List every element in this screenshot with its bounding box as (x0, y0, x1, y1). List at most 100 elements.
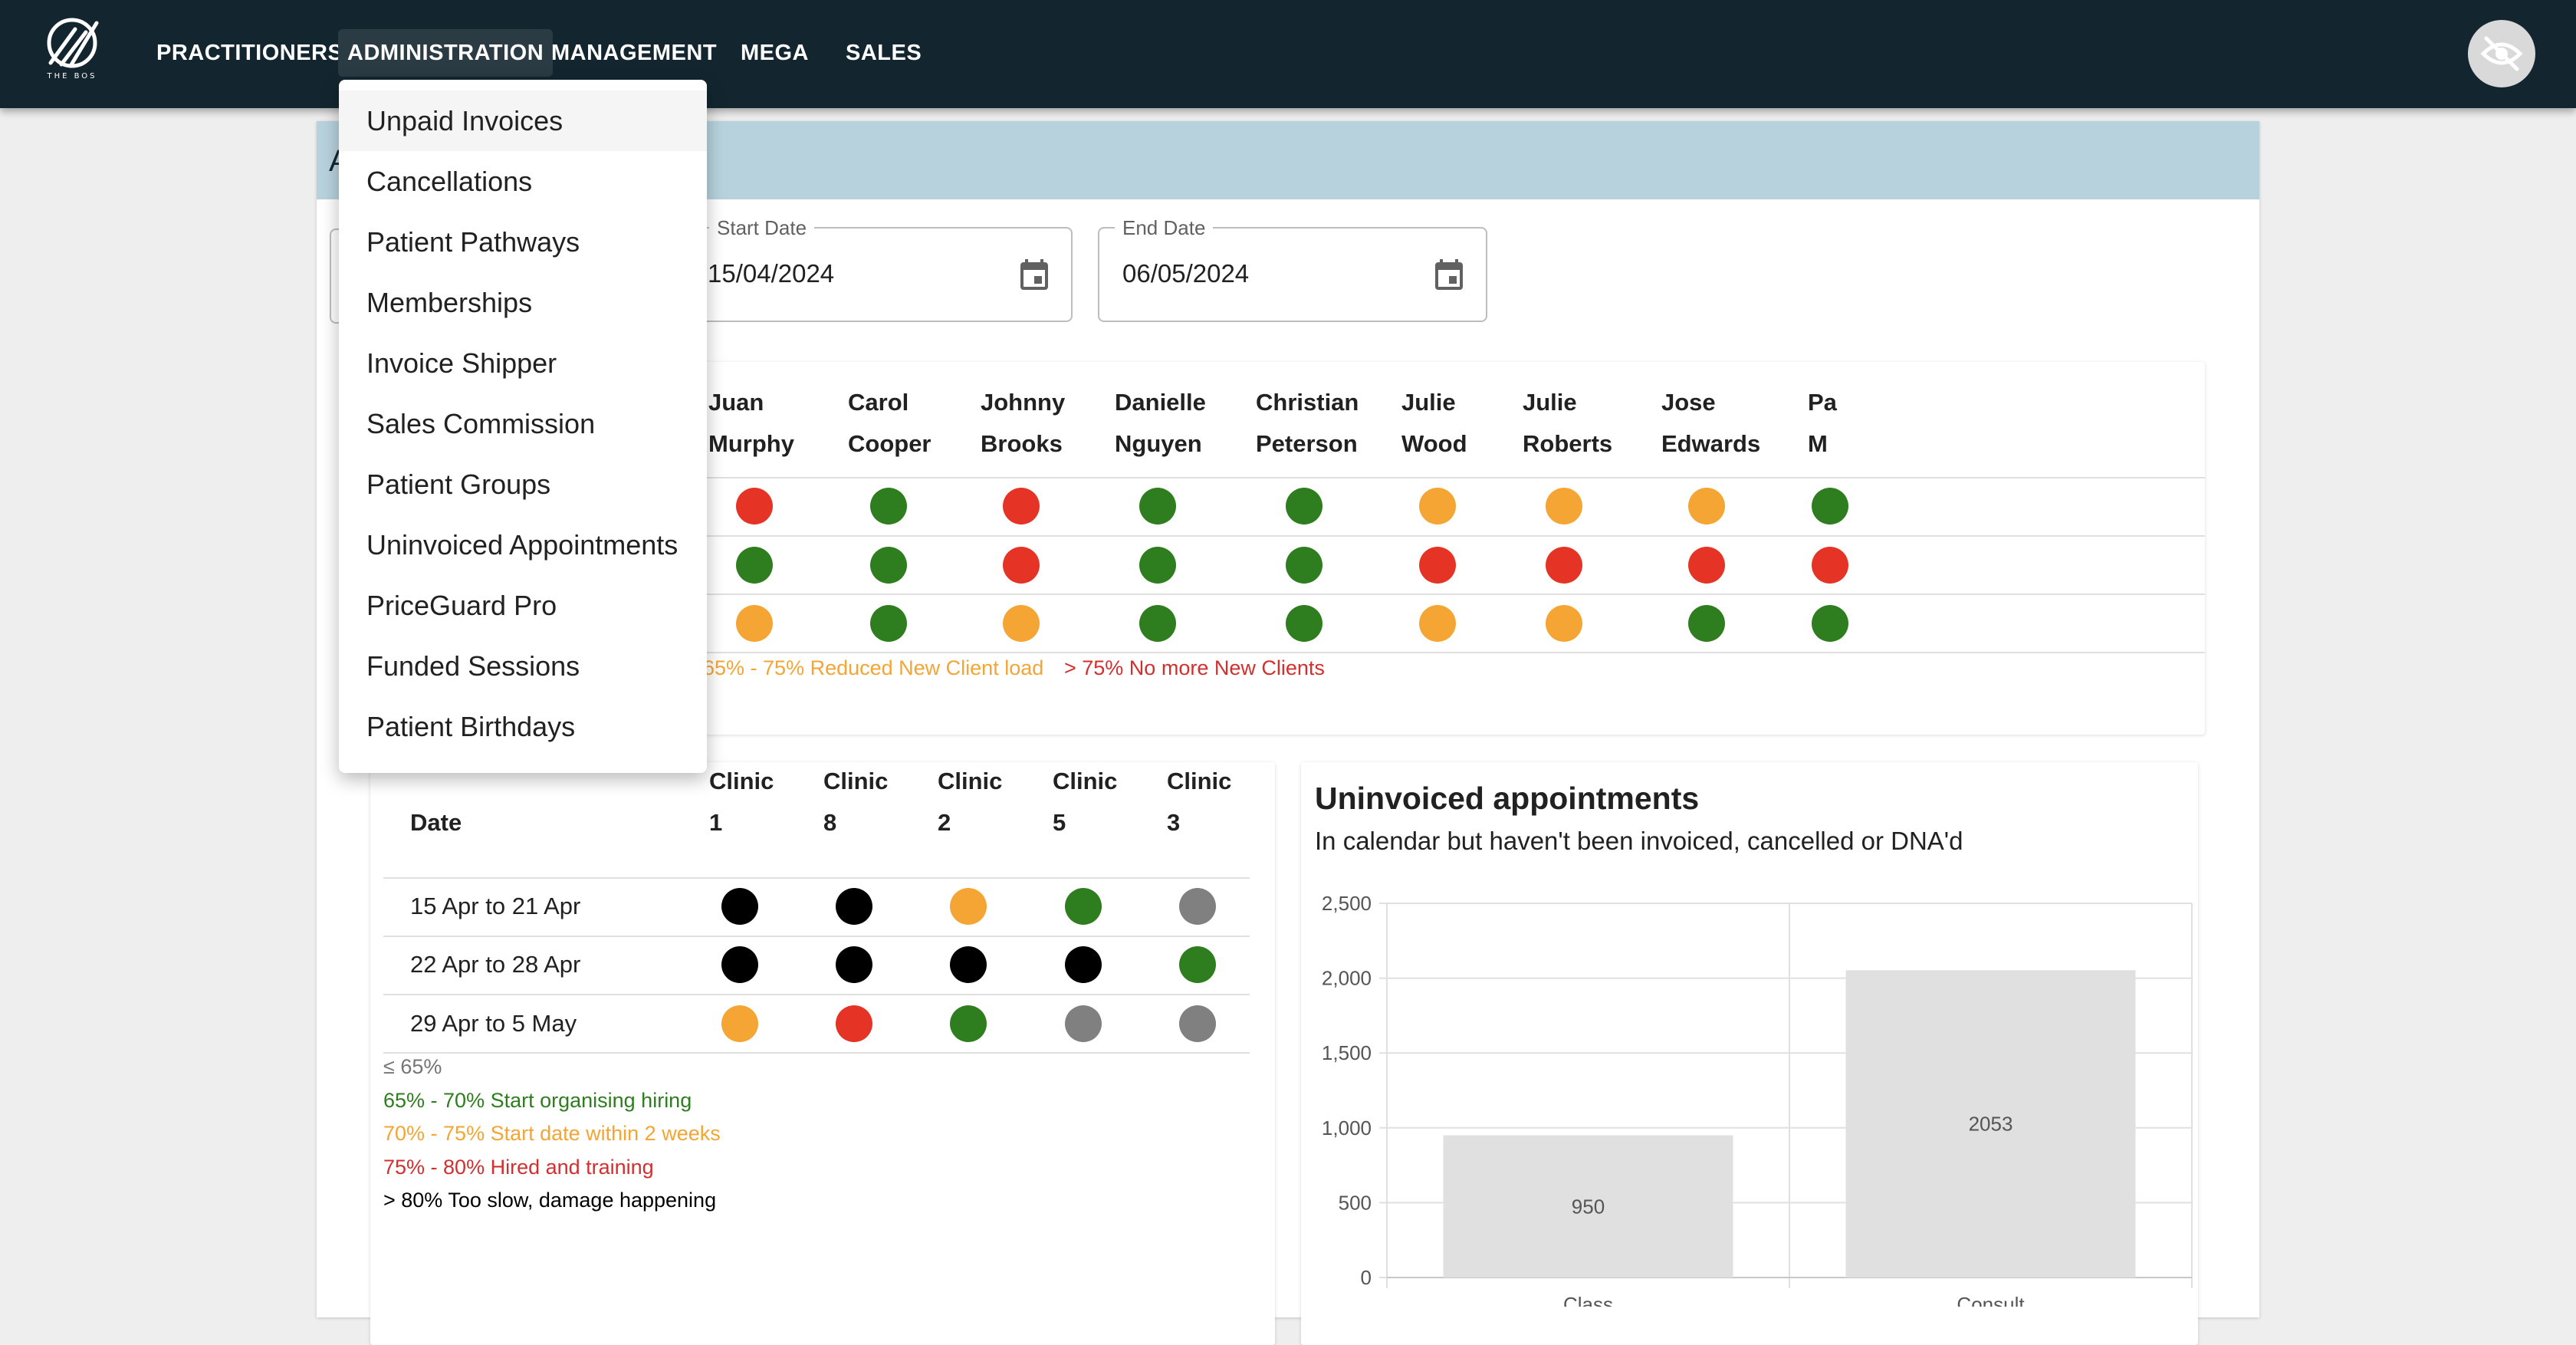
menu-item-unpaid-invoices[interactable]: Unpaid Invoices (339, 90, 707, 151)
clinic-legend-item: 70% - 75% Start date within 2 weeks (383, 1122, 721, 1145)
menu-item-patient-pathways[interactable]: Patient Pathways (366, 226, 580, 258)
row-divider (383, 994, 1250, 995)
bar (1443, 1135, 1733, 1278)
start-date-field[interactable]: Start Date 15/04/2024 (692, 216, 1073, 322)
bar-data-label: 950 (1572, 1195, 1605, 1218)
nav-sales[interactable]: SALES (846, 41, 922, 65)
status-dot (1286, 547, 1322, 584)
week-date-range: 22 Apr to 28 Apr (410, 951, 581, 978)
administration-dropdown-menu: Unpaid Invoices Cancellations Patient Path… (339, 80, 707, 773)
clinic-label: Clinic (823, 768, 889, 794)
clinic-status-dot (836, 888, 872, 925)
clinic-status-dot (1179, 888, 1216, 925)
y-tick-label: 500 (1339, 1191, 1372, 1214)
clinic-number: 2 (938, 809, 951, 836)
clinic-label: Clinic (938, 768, 1003, 794)
menu-item-patient-birthdays[interactable]: Patient Birthdays (366, 711, 576, 742)
clinic-status-dot (950, 1005, 987, 1042)
status-dot (870, 547, 907, 584)
practitioner-first-name: Christian (1256, 389, 1359, 416)
practitioner-last-name: Edwards (1661, 430, 1761, 457)
bar (1845, 970, 2136, 1278)
status-dot (1003, 488, 1040, 525)
status-dot (1139, 547, 1176, 584)
chart-title: Uninvoiced appointments (1315, 781, 1700, 816)
clinic-status-dot (836, 946, 872, 983)
end-date-field[interactable]: End Date 06/05/2024 (1098, 216, 1487, 322)
row-divider (672, 535, 2205, 537)
clinic-number: 5 (1053, 809, 1066, 836)
uninvoiced-appointments-panel: Uninvoiced appointments In calendar but … (1301, 762, 2198, 1345)
practitioner-column-header: Jose Edwards (1661, 382, 1760, 465)
toggle-visibility-button[interactable] (2468, 20, 2535, 87)
status-dot (1812, 488, 1848, 525)
clinic-legend-item: 65% - 70% Start organising hiring (383, 1088, 692, 1112)
nav-practitioners[interactable]: PRACTITIONERS (156, 41, 343, 65)
status-dot (1139, 605, 1176, 642)
nav-mega[interactable]: MEGA (741, 41, 809, 65)
practitioner-column-header: Christian Peterson (1256, 382, 1359, 465)
calendar-icon[interactable] (1431, 255, 1467, 294)
status-dot (1546, 547, 1582, 584)
legend-red: > 75% No more New Clients (1064, 656, 1325, 679)
x-tick-label: Consult (1957, 1293, 2025, 1307)
clinic-number: 1 (709, 809, 723, 836)
menu-item-sales-commission[interactable]: Sales Commission (366, 408, 596, 439)
status-dot (1688, 605, 1725, 642)
clinic-column-header: Clinic 3 (1167, 761, 1231, 844)
menu-item-cancellations[interactable]: Cancellations (366, 166, 533, 197)
status-dot (1139, 488, 1176, 525)
end-date-label: End Date (1115, 216, 1214, 240)
practitioner-last-name: Wood (1401, 430, 1467, 457)
status-dot (1812, 605, 1848, 642)
clinic-legend-item: 75% - 80% Hired and training (383, 1155, 654, 1179)
clinic-column-header: Clinic 8 (823, 761, 888, 844)
menu-item-memberships[interactable]: Memberships (366, 287, 533, 318)
y-tick-label: 2,500 (1322, 892, 1372, 915)
legend-orange: 65% - 75% Reduced New Client load (703, 656, 1044, 679)
clinic-status-dot (1179, 946, 1216, 983)
clinic-status-dot (950, 888, 987, 925)
status-dot (870, 605, 907, 642)
practitioner-column-header: Julie Roberts (1523, 382, 1612, 465)
menu-item-funded-sessions[interactable]: Funded Sessions (366, 650, 580, 682)
menu-item-patient-groups[interactable]: Patient Groups (366, 469, 551, 500)
practitioner-last-name: M (1808, 430, 1828, 457)
clinic-status-dot (1179, 1005, 1216, 1042)
logo-text: THE BOS (47, 72, 97, 81)
practitioner-last-name: Peterson (1256, 430, 1358, 457)
status-dot (736, 547, 773, 584)
practitioner-first-name: Juan (708, 389, 764, 416)
clinic-status-dot (1065, 888, 1102, 925)
status-dot (736, 488, 773, 525)
clinic-label: Clinic (1167, 768, 1232, 794)
practitioner-column-header: Pa M (1808, 382, 1837, 465)
menu-item-priceguard-pro[interactable]: PriceGuard Pro (366, 590, 557, 621)
y-tick-label: 2,000 (1322, 967, 1372, 990)
clinic-legend-item: ≤ 65% (383, 1055, 442, 1078)
clinic-status-dot (721, 1005, 758, 1042)
status-dot (1419, 547, 1456, 584)
practitioner-last-name: Cooper (848, 430, 932, 457)
menu-item-invoice-shipper[interactable]: Invoice Shipper (366, 347, 557, 379)
week-date-range: 15 Apr to 21 Apr (410, 893, 581, 919)
practitioner-column-header: Danielle Nguyen (1115, 382, 1206, 465)
practitioner-first-name: Carol (848, 389, 909, 416)
nav-administration[interactable]: ADMINISTRATION (338, 29, 554, 77)
logo-icon (47, 18, 99, 68)
y-tick-label: 0 (1361, 1266, 1372, 1289)
app-logo[interactable]: THE BOS (40, 15, 104, 84)
status-dot (1286, 605, 1322, 642)
practitioner-first-name: Jose (1661, 389, 1716, 416)
clinic-status-dot (950, 946, 987, 983)
calendar-icon[interactable] (1016, 255, 1053, 294)
practitioner-last-name: Murphy (708, 430, 794, 457)
status-dot (1688, 547, 1725, 584)
practitioner-column-header: Carol Cooper (848, 382, 932, 465)
practitioner-first-name: Julie (1401, 389, 1456, 416)
menu-item-uninvoiced-appointments[interactable]: Uninvoiced Appointments (366, 529, 678, 561)
practitioner-last-name: Brooks (981, 430, 1063, 457)
nav-management[interactable]: MANAGEMENT (551, 41, 718, 65)
uninvoiced-bar-chart: 0 500 1,000 1,500 2,000 2,500 950 Class 2053 Cons… (1322, 892, 2193, 1307)
clinic-label: Clinic (1053, 768, 1118, 794)
